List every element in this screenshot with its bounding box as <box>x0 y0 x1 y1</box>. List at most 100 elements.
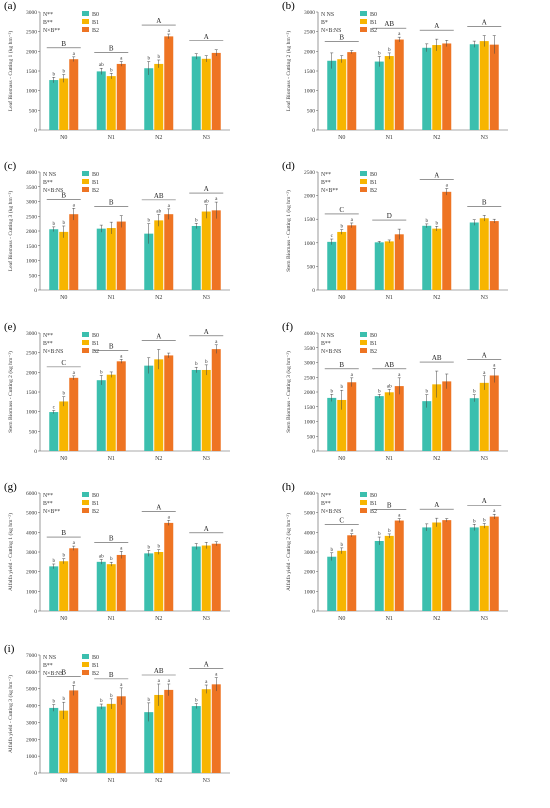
group-letter: AB <box>432 354 442 362</box>
significance-letter: ab <box>387 383 392 389</box>
bar-b2-n0 <box>69 214 79 290</box>
bar-b0-n0 <box>327 241 337 290</box>
bar-b1-n1 <box>106 374 116 451</box>
y-tick-label: 5000 <box>26 511 37 517</box>
bar-b1-n0 <box>59 710 69 773</box>
significance-letter: b <box>62 553 65 559</box>
significance-letter: ab <box>204 199 209 205</box>
group-letter: AB <box>384 20 394 28</box>
bar-b2-n3 <box>211 210 221 290</box>
bar-b2-n2 <box>164 214 174 290</box>
y-tick-label: 2500 <box>26 351 37 357</box>
legend-label: B2 <box>92 28 99 34</box>
bar-b0-n0 <box>327 397 337 451</box>
stat-annotation: N NS <box>321 333 334 339</box>
group-letter: B <box>61 40 66 48</box>
significance-letter: a <box>215 196 218 202</box>
y-tick-label: 1000 <box>26 259 37 265</box>
legend-label: B1 <box>370 180 377 186</box>
significance-letter: c <box>53 404 56 410</box>
bar-b0-n1 <box>96 380 106 451</box>
legend-label: B1 <box>370 341 377 347</box>
bar-b1-n0 <box>59 561 69 611</box>
bar-b2-n3 <box>489 516 499 611</box>
legend-swatch-b2 <box>82 670 89 675</box>
bar-b0-n1 <box>96 561 106 611</box>
y-tick-label: 3000 <box>26 200 37 206</box>
significance-letter: a <box>493 508 496 514</box>
significance-letter: b <box>205 359 208 365</box>
legend-swatch-b0 <box>82 654 89 659</box>
bar-b2-n2 <box>164 36 174 130</box>
significance-letter: a <box>168 28 171 34</box>
bar-b0-n0 <box>49 707 59 773</box>
bar-b1-n2 <box>432 228 442 290</box>
significance-letter: b <box>147 697 150 703</box>
y-tick-label: 500 <box>307 434 316 440</box>
x-tick-label: N1 <box>108 295 115 301</box>
significance-letter: b <box>110 67 113 73</box>
legend-label: B0 <box>370 172 377 178</box>
significance-letter: a <box>168 203 171 209</box>
x-tick-label: N2 <box>433 135 440 141</box>
legend-label: B1 <box>92 663 99 669</box>
legend-swatch-b1 <box>360 19 367 24</box>
y-tick-label: 0 <box>34 771 37 777</box>
y-tick-label: 2000 <box>26 49 37 55</box>
y-tick-label: 4000 <box>26 704 37 710</box>
group-letter: AB <box>154 192 164 200</box>
stat-annotation: N NS <box>43 172 56 178</box>
significance-letter: a <box>158 678 161 684</box>
stat-annotation: B** <box>43 341 53 347</box>
bar-b0-n1 <box>374 540 384 611</box>
x-tick-label: N1 <box>386 135 393 141</box>
x-tick-label: N2 <box>155 778 162 784</box>
significance-letter: a <box>205 679 208 685</box>
legend-label: B2 <box>370 28 377 34</box>
bar-b1-n3 <box>201 689 211 773</box>
legend-swatch-b1 <box>360 340 367 345</box>
bar-b0-n3 <box>191 225 201 290</box>
legend-label: B0 <box>370 333 377 339</box>
significance-letter: a <box>483 370 486 376</box>
y-axis-label: Leaf Biomass - Cutting 2 (kg hm⁻²) <box>285 31 292 112</box>
y-tick-label: 2500 <box>304 30 315 36</box>
y-tick-label: 1500 <box>304 69 315 75</box>
bar-b0-n1 <box>96 228 106 290</box>
bar-b1-n2 <box>432 45 442 130</box>
y-tick-label: 0 <box>34 449 37 455</box>
bar-b1-n1 <box>384 56 394 131</box>
bar-b0-n0 <box>49 412 59 451</box>
bar-b2-n3 <box>489 375 499 451</box>
chart-panel-c: (c) 0 500 1000 1500 2000 2500 3000 3500 4000 Leaf … <box>4 160 230 301</box>
legend-label: B1 <box>92 20 99 26</box>
significance-letter: ab <box>99 62 104 68</box>
group-letter: C <box>339 206 344 214</box>
panel-label: (d) <box>282 160 295 172</box>
x-tick-label: N1 <box>108 135 115 141</box>
significance-letter: b <box>340 384 343 390</box>
significance-letter: a <box>398 372 401 378</box>
bar-b1-n0 <box>59 401 69 451</box>
legend-label: B2 <box>92 349 99 355</box>
y-tick-label: 1500 <box>26 69 37 75</box>
significance-letter: a <box>351 528 354 534</box>
significance-letter: a <box>168 514 171 520</box>
y-tick-label: 3000 <box>304 10 315 16</box>
legend-swatch-b2 <box>360 508 367 513</box>
bar-b2-n2 <box>164 355 174 451</box>
legend-swatch-b0 <box>82 332 89 337</box>
group-letter: D <box>387 212 392 220</box>
group-letter: B <box>109 671 114 679</box>
y-tick-label: 0 <box>34 128 37 134</box>
bar-b2-n3 <box>211 684 221 773</box>
bar-b2-n2 <box>442 520 452 611</box>
significance-letter: b <box>195 361 198 367</box>
significance-letter: a <box>168 678 171 684</box>
y-tick-label: 2000 <box>304 390 315 396</box>
group-letter: A <box>434 22 439 30</box>
legend-label: B1 <box>92 341 99 347</box>
x-tick-label: N0 <box>338 295 345 301</box>
chart-panel-i: (i) 0 1000 2000 3000 4000 5000 6000 7000 Alfalfa … <box>4 643 230 784</box>
